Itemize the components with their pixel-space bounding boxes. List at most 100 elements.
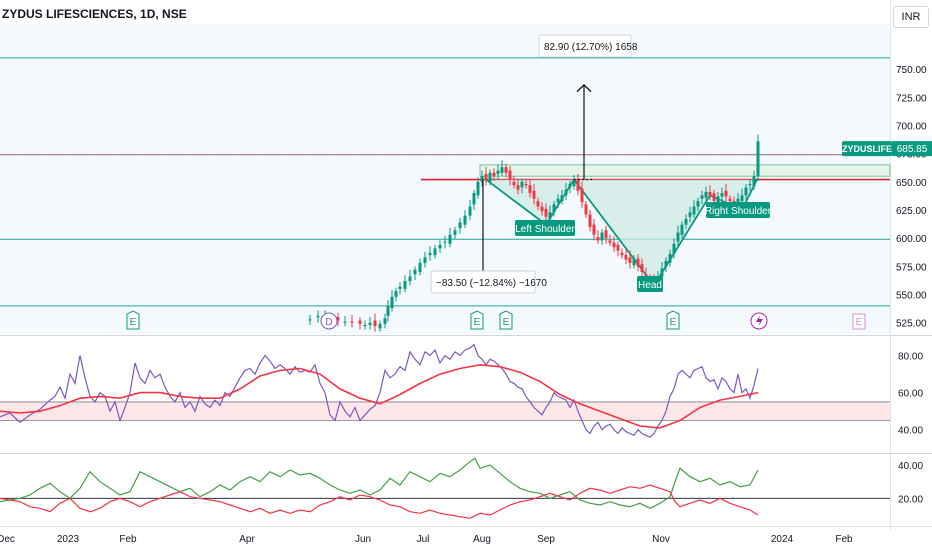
candle bbox=[463, 215, 467, 225]
price-axis-tick: 550.00 bbox=[896, 291, 927, 302]
di_minus-line bbox=[0, 484, 759, 519]
candle bbox=[756, 141, 760, 177]
currency-button[interactable]: INR bbox=[893, 6, 929, 28]
price-axis-tick: 575.00 bbox=[896, 262, 927, 273]
candle bbox=[488, 172, 492, 182]
time-axis-tick: 2024 bbox=[771, 534, 794, 545]
earnings-marker bbox=[499, 310, 513, 330]
measure-down-box bbox=[430, 270, 536, 294]
candle bbox=[453, 230, 457, 235]
candle bbox=[620, 252, 624, 256]
candle bbox=[612, 242, 616, 248]
candle bbox=[684, 219, 688, 225]
dividend-marker-label: D bbox=[325, 317, 332, 328]
candle bbox=[403, 281, 407, 289]
candle bbox=[433, 248, 437, 256]
candle bbox=[552, 204, 556, 213]
candle bbox=[672, 243, 676, 254]
dmi-panel-bg bbox=[0, 455, 890, 525]
right-shoulder-label-bg bbox=[706, 202, 770, 218]
candle bbox=[596, 237, 600, 241]
candle bbox=[740, 195, 744, 201]
measure-down-label: −83.50 (−12.84%) −1670 bbox=[436, 278, 547, 289]
rsi-axis-tick: 40.00 bbox=[898, 426, 923, 437]
dmi-axis-tick: 20.00 bbox=[898, 494, 923, 505]
candle bbox=[580, 188, 584, 203]
candle bbox=[373, 320, 377, 327]
candle bbox=[448, 234, 452, 244]
breakout-zone bbox=[479, 164, 891, 177]
candle bbox=[516, 185, 520, 190]
candle bbox=[576, 179, 580, 191]
candle bbox=[556, 198, 560, 203]
time-axis-tick: Feb bbox=[835, 534, 853, 545]
ticker-badge bbox=[842, 141, 892, 157]
time-axis-tick: Jun bbox=[355, 534, 371, 545]
head-label: Head bbox=[638, 280, 662, 291]
candle bbox=[368, 322, 372, 325]
candle bbox=[640, 264, 644, 272]
candle bbox=[358, 320, 362, 324]
candle bbox=[480, 176, 484, 182]
right-shoulder-label: Right Shoulder bbox=[705, 206, 772, 217]
candle bbox=[544, 208, 548, 217]
candle bbox=[720, 193, 724, 197]
time-axis-tick: Nov bbox=[652, 534, 670, 545]
price-axis-tick: 625.00 bbox=[896, 206, 927, 217]
price-axis-tick: 650.00 bbox=[896, 178, 927, 189]
candle bbox=[744, 187, 748, 196]
candle bbox=[316, 315, 320, 318]
candle bbox=[588, 214, 592, 227]
candle bbox=[688, 212, 692, 217]
candle bbox=[724, 190, 728, 197]
earnings-marker-upcoming bbox=[852, 313, 866, 330]
candle bbox=[728, 198, 732, 201]
candle bbox=[636, 258, 640, 267]
candle bbox=[660, 268, 664, 277]
time-axis-tick: Dec bbox=[0, 534, 15, 545]
candle bbox=[548, 212, 552, 220]
candle bbox=[572, 179, 576, 187]
measure-up-label: 82.90 (12.70%) 1658 bbox=[544, 42, 638, 53]
candle bbox=[443, 241, 447, 243]
candle bbox=[390, 296, 394, 309]
candle bbox=[492, 172, 496, 177]
candle bbox=[532, 190, 536, 199]
candle bbox=[592, 224, 596, 235]
candle bbox=[632, 258, 636, 266]
candle bbox=[664, 260, 668, 267]
candle bbox=[668, 253, 672, 263]
left-shoulder-label: Left Shoulder bbox=[515, 224, 575, 235]
candle bbox=[628, 257, 632, 263]
dividend-marker bbox=[320, 312, 338, 330]
di_plus-line bbox=[0, 457, 759, 509]
last-price-label: 685.85 bbox=[897, 144, 928, 155]
candle bbox=[438, 244, 442, 249]
candle bbox=[308, 319, 312, 321]
candle bbox=[712, 193, 716, 201]
candle bbox=[524, 184, 528, 186]
price-axis-tick: 700.00 bbox=[896, 121, 927, 132]
candle bbox=[540, 206, 544, 212]
last-price-badge bbox=[892, 141, 932, 157]
price-axis-tick: 725.00 bbox=[896, 93, 927, 104]
candle bbox=[708, 191, 712, 196]
candle bbox=[616, 244, 620, 251]
price-axis-tick: 750.00 bbox=[896, 65, 927, 76]
candle bbox=[604, 230, 608, 239]
candle bbox=[418, 262, 422, 272]
earnings-marker-label: E bbox=[856, 317, 863, 328]
measure-up-arrowhead bbox=[576, 83, 592, 93]
ticker-badge-label: ZYDUSLIFE bbox=[842, 144, 892, 154]
candle bbox=[600, 232, 604, 241]
candle bbox=[528, 185, 532, 194]
earnings-marker bbox=[126, 310, 140, 330]
candle bbox=[512, 181, 516, 186]
candle bbox=[584, 204, 588, 215]
candle bbox=[508, 170, 512, 180]
price-axis-tick: 525.00 bbox=[896, 319, 927, 330]
candle bbox=[350, 321, 354, 323]
candle bbox=[752, 176, 756, 187]
left-shoulder-label-bg bbox=[515, 220, 575, 236]
